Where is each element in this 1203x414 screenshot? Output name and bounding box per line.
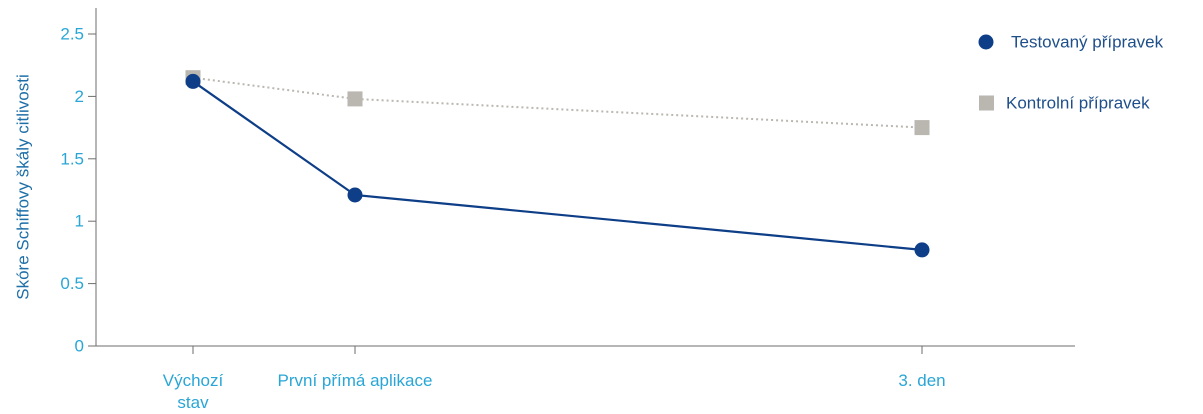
- series-layer: [185, 70, 930, 258]
- x-tick-label-line: Výchozí: [163, 371, 224, 390]
- legend-marker-control: [979, 95, 994, 111]
- data-point-control: [347, 91, 363, 107]
- x-tick-label-line: 3. den: [898, 371, 945, 390]
- axes: 0 0.5 1 1.5 2 2.5 Výchozí stav První přímá aplik…: [60, 8, 1075, 412]
- y-tick-label: 2.5: [60, 25, 84, 44]
- data-point-tested: [185, 73, 201, 89]
- y-tick-label: 0: [75, 337, 84, 356]
- legend-label-control: Kontrolní přípravek: [1006, 94, 1150, 113]
- series-line-tested: [192, 80, 923, 251]
- y-tick-label: 1.5: [60, 149, 84, 168]
- y-tick-label: 2: [75, 87, 84, 106]
- y-tick-label: 0.5: [60, 274, 84, 293]
- data-point-tested: [914, 242, 930, 258]
- y-axis-label: Skóre Schiffovy škály citlivosti: [14, 74, 33, 299]
- x-tick-label: První přímá aplikace: [278, 371, 433, 390]
- x-tick-label: Výchozí stav: [163, 371, 224, 412]
- legend: Testovaný přípravek Kontrolní přípravek: [978, 33, 1164, 113]
- data-point-tested: [347, 187, 363, 203]
- legend-marker-tested: [978, 34, 994, 50]
- x-tick-label-line: První přímá aplikace: [278, 371, 433, 390]
- x-tick-label-line: stav: [177, 393, 209, 412]
- y-tick-label: 1: [75, 212, 84, 231]
- data-point-control: [914, 120, 930, 136]
- x-tick-label: 3. den: [898, 371, 945, 390]
- series-line-control: [192, 76, 923, 129]
- legend-label-tested: Testovaný přípravek: [1011, 33, 1164, 52]
